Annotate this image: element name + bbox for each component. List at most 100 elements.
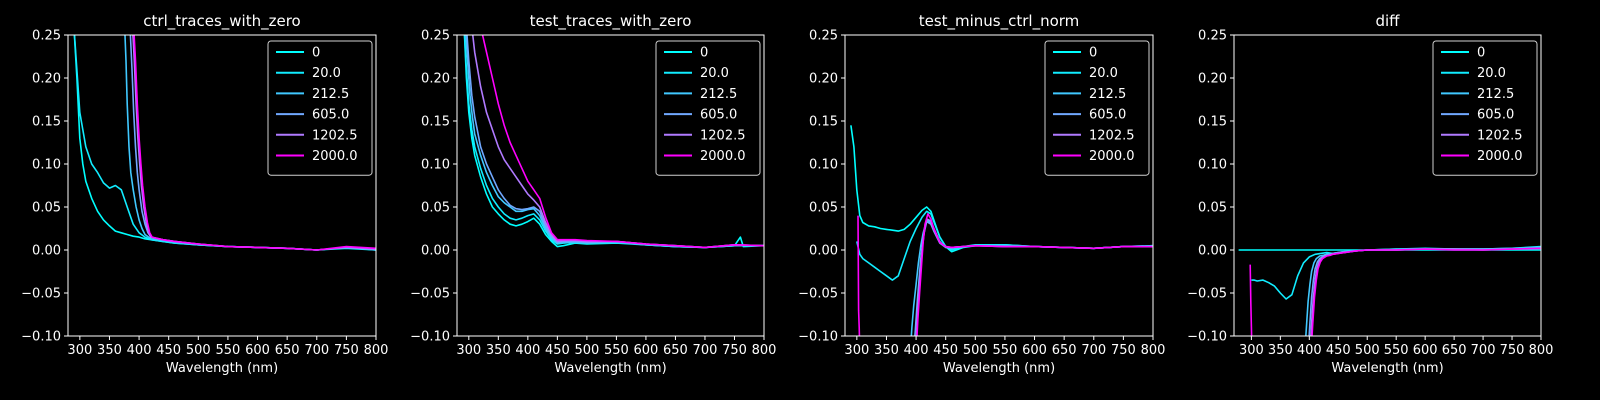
y-tick-label: −0.10 (410, 330, 450, 345)
x-tick-label: 350 (97, 343, 122, 358)
y-tick-label: 0.00 (1198, 244, 1227, 259)
x-tick-label: 500 (963, 343, 988, 358)
legend-label: 0 (1477, 46, 1485, 61)
x-tick-label: 700 (1081, 343, 1106, 358)
axes-frame (67, 34, 377, 337)
chart-panel-2: test_minus_ctrl_norm 300 350 400 450 500 550 60… (798, 12, 1165, 376)
x-tick-label: 600 (245, 343, 270, 358)
x-tick-label: 600 (1413, 343, 1438, 358)
x-tick-label: 800 (1141, 343, 1166, 358)
y-tick-label: −0.10 (21, 330, 61, 345)
y-tick-label: 0.05 (421, 201, 450, 216)
chart-panel-0: ctrl_traces_with_zero 300 350 400 450 500 550 6… (21, 12, 388, 376)
y-tick-label: 0.10 (32, 158, 61, 173)
legend-label: 212.5 (1089, 87, 1126, 102)
y-tick-label: 0.10 (809, 158, 838, 173)
x-tick-label: 500 (1355, 343, 1380, 358)
y-tick-label: 0.25 (1198, 29, 1227, 44)
legend: 0 20.0 212.5 605.0 1202.5 2000.0 (1432, 40, 1538, 176)
legend-label: 1202.5 (700, 128, 746, 143)
series-group (850, 125, 1153, 336)
x-tick-label: 800 (752, 343, 777, 358)
x-tick-label: 300 (67, 343, 92, 358)
x-tick-label: 400 (515, 343, 540, 358)
series-line-2000-0 (133, 35, 376, 251)
x-tick-label: 300 (456, 343, 481, 358)
legend-label: 212.5 (1477, 87, 1514, 102)
y-tick-label: −0.05 (1187, 287, 1227, 302)
legend: 0 20.0 212.5 605.0 1202.5 2000.0 (1044, 40, 1150, 176)
x-tick-label: 450 (545, 343, 570, 358)
y-tick-label: 0.15 (421, 115, 450, 130)
y-tick-label: 0.10 (1198, 158, 1227, 173)
x-tick-label: 600 (634, 343, 659, 358)
x-tick-label: 700 (304, 343, 329, 358)
chart-panel-1: test_traces_with_zero 300 350 400 450 500 550 6… (410, 12, 776, 376)
x-tick-label: 750 (334, 343, 359, 358)
y-tick-label: 0.05 (1198, 201, 1227, 216)
legend-label: 2000.0 (1089, 149, 1135, 164)
x-axis-label: Wavelength (nm) (943, 361, 1055, 376)
legend-label: 2000.0 (312, 149, 358, 164)
chart-panel-3: diff 300 350 400 450 500 550 600 650 700 750 800 −0.… (1187, 12, 1553, 376)
x-tick-label: 350 (874, 343, 899, 358)
x-axis-label: Wavelength (nm) (554, 361, 666, 376)
y-tick-label: −0.10 (798, 330, 838, 345)
chart-title: test_minus_ctrl_norm (919, 12, 1080, 31)
y-tick-label: −0.10 (1187, 330, 1227, 345)
x-tick-label: 650 (663, 343, 688, 358)
legend-label: 212.5 (312, 87, 349, 102)
x-tick-label: 600 (1022, 343, 1047, 358)
y-tick-label: 0.10 (421, 158, 450, 173)
y-tick-label: 0.15 (1198, 115, 1227, 130)
chart-title: diff (1375, 12, 1400, 30)
x-tick-label: 350 (486, 343, 511, 358)
legend-label: 1202.5 (1089, 128, 1135, 143)
x-tick-label: 750 (1111, 343, 1136, 358)
x-tick-label: 500 (186, 343, 211, 358)
x-tick-label: 750 (1500, 343, 1525, 358)
x-tick-label: 750 (722, 343, 747, 358)
legend: 0 20.0 212.5 605.0 1202.5 2000.0 (655, 40, 761, 176)
x-tick-label: 550 (604, 343, 629, 358)
series-line-2000-0 (857, 213, 1153, 336)
x-tick-label: 700 (693, 343, 718, 358)
y-tick-label: 0.20 (421, 72, 450, 87)
y-tick-label: 0.05 (809, 201, 838, 216)
legend-label: 605.0 (700, 108, 737, 123)
y-tick-label: 0.20 (809, 72, 838, 87)
chart-title: test_traces_with_zero (530, 12, 692, 31)
legend-label: 20.0 (1477, 66, 1506, 81)
y-tick-label: −0.05 (21, 287, 61, 302)
y-tick-label: −0.05 (410, 287, 450, 302)
series-line-2000-0 (481, 35, 764, 249)
y-tick-label: 0.15 (809, 115, 838, 130)
x-tick-label: 550 (216, 343, 241, 358)
legend-label: 20.0 (312, 66, 341, 81)
legend-frame (1432, 40, 1538, 176)
x-tick-label: 650 (275, 343, 300, 358)
legend-label: 2000.0 (700, 149, 746, 164)
y-tick-label: 0.00 (32, 244, 61, 259)
x-tick-label: 400 (904, 343, 929, 358)
y-tick-label: 0.05 (32, 201, 61, 216)
x-tick-label: 650 (1442, 343, 1467, 358)
series-line-2000-0 (1249, 247, 1541, 336)
legend-label: 605.0 (1477, 108, 1514, 123)
legend-label: 212.5 (700, 87, 737, 102)
legend-label: 1202.5 (1477, 128, 1523, 143)
y-tick-label: 0.20 (1198, 72, 1227, 87)
x-axis-label: Wavelength (nm) (1331, 361, 1443, 376)
x-tick-label: 500 (574, 343, 599, 358)
x-tick-label: 700 (1471, 343, 1496, 358)
x-tick-label: 300 (1239, 343, 1264, 358)
x-tick-label: 400 (1297, 343, 1322, 358)
legend-label: 0 (312, 46, 320, 61)
x-tick-label: 650 (1052, 343, 1077, 358)
y-tick-label: 0.00 (809, 244, 838, 259)
x-tick-label: 550 (1384, 343, 1409, 358)
legend-label: 0 (700, 46, 708, 61)
axes-frame (844, 34, 1154, 337)
y-tick-label: 0.25 (809, 29, 838, 44)
